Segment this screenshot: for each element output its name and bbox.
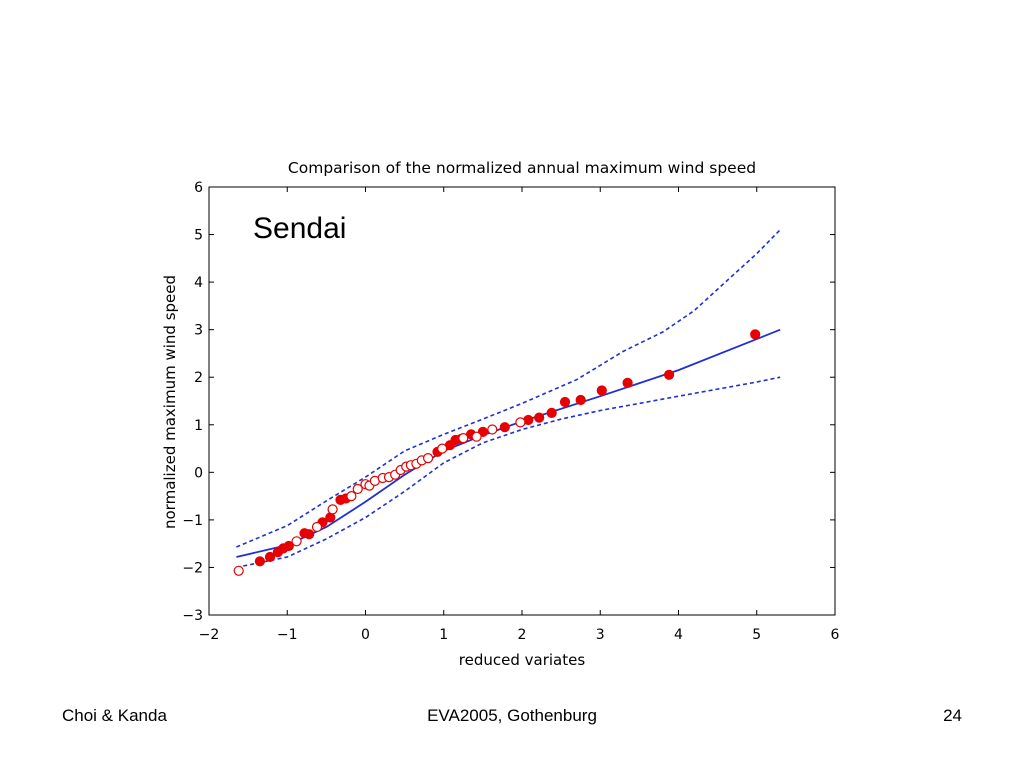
y-tick-label: 0 (194, 465, 203, 481)
data-point-open (352, 483, 363, 495)
data-point-filled (534, 412, 545, 423)
x-tick-label: 5 (752, 627, 761, 643)
data-point-open (515, 417, 526, 428)
y-tick-label: 6 (194, 180, 203, 196)
y-axis-label: normalized maximum wind speed (161, 275, 179, 529)
confidence-band-line (236, 376, 781, 569)
data-point-open (327, 504, 338, 515)
x-tick-label: 2 (518, 627, 527, 643)
data-point-filled (283, 540, 294, 552)
data-point-open (458, 433, 469, 444)
data-point-filled (750, 329, 761, 340)
data-point-open (487, 424, 498, 435)
x-tick-label: −1 (277, 627, 298, 643)
y-tick-label: 3 (194, 323, 203, 339)
data-point-filled (559, 396, 571, 408)
data-point-open (346, 491, 357, 502)
x-tick-label: −2 (199, 627, 220, 643)
x-tick-label: 6 (831, 627, 840, 643)
y-tick-label: 1 (194, 418, 203, 434)
data-point-filled (499, 422, 510, 433)
y-tick-label: −3 (182, 608, 203, 624)
data-point-filled (622, 377, 633, 388)
data-point-filled (546, 407, 557, 418)
annotation-label: Sendai (253, 212, 346, 245)
footer-conference: EVA2005, Gothenburg (427, 706, 597, 725)
data-point-open (311, 521, 323, 533)
confidence-bands (236, 229, 781, 569)
data-point-filled (575, 394, 586, 406)
plot-frame (208, 186, 836, 616)
x-tick-label: 3 (596, 627, 605, 643)
axis-ticks: −2 −1 0 1 2 3 4 5 6 −3 −2 −1 0 1 2 3 4 5 6 (182, 180, 839, 643)
data-point-filled (596, 385, 607, 396)
x-axis-label: reduced variates (459, 651, 586, 669)
data-point-open (423, 453, 434, 464)
y-tick-label: −1 (182, 513, 203, 529)
confidence-band-line (236, 229, 781, 548)
y-tick-label: 4 (194, 275, 203, 291)
data-point-open (291, 536, 302, 547)
x-tick-label: 1 (439, 627, 448, 643)
footer-page-number: 24 (943, 706, 962, 725)
y-tick-label: 5 (194, 228, 203, 244)
chart-title: Comparison of the normalized annual maxi… (288, 159, 756, 177)
data-point-open (437, 443, 448, 454)
data-point-filled (663, 369, 675, 380)
data-point-filled (264, 551, 276, 563)
y-tick-label: 2 (194, 370, 203, 386)
data-point-open (233, 565, 244, 576)
x-tick-label: 0 (361, 627, 370, 643)
data-point-filled (304, 529, 315, 540)
x-tick-label: 4 (674, 627, 683, 643)
footer-author: Choi & Kanda (62, 706, 167, 725)
data-point-open (471, 431, 482, 442)
data-point-filled (254, 556, 265, 567)
y-tick-label: −2 (182, 560, 203, 576)
data-points (233, 329, 761, 576)
